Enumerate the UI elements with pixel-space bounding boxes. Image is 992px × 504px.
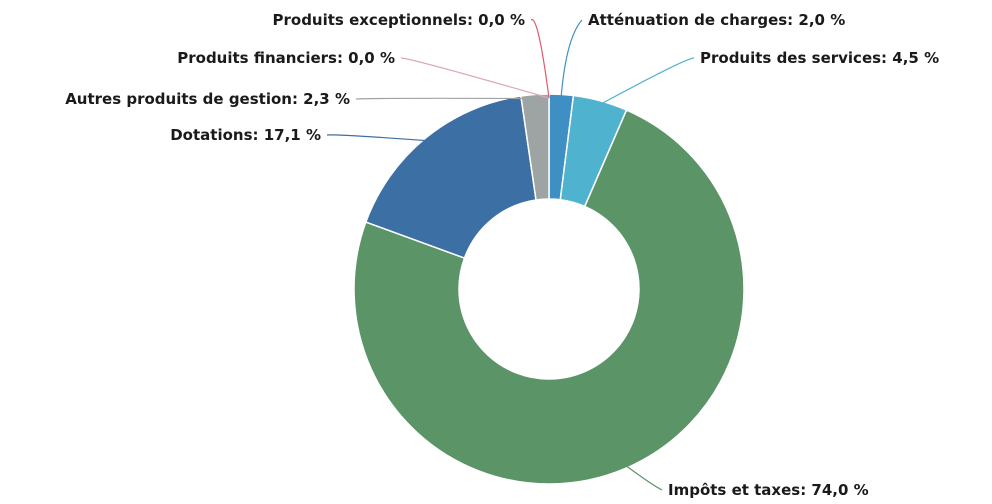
slice-labels: Atténuation de charges: 2,0 % Produits de… [65,11,939,499]
label-attenuation-de-charges: Atténuation de charges: 2,0 % [588,11,845,29]
leader-produits-exceptionnels [530,19,550,99]
label-impots-et-taxes: Impôts et taxes: 74,0 % [668,481,869,499]
leader-produits-financiers [400,57,550,99]
leader-autres-produits-de-gestion [355,97,536,100]
label-autres-produits-de-gestion: Autres produits de gestion: 2,3 % [65,90,350,108]
slice-impots-et-taxes[interactable] [353,109,745,485]
leader-dotations [326,134,429,142]
label-produits-financiers: Produits financiers: 0,0 % [177,49,395,67]
leader-lines [326,19,695,491]
leader-attenuation-de-charges [560,19,583,99]
slice-autres-produits-de-gestion[interactable] [520,93,550,201]
label-produits-des-services: Produits des services: 4,5 % [700,49,939,67]
leader-impots-et-taxes [624,464,663,491]
label-produits-exceptionnels: Produits exceptionnels: 0,0 % [273,11,526,29]
leader-produits-des-services [599,57,695,106]
donut-slices [353,93,745,485]
label-dotations: Dotations: 17,1 % [170,126,321,144]
